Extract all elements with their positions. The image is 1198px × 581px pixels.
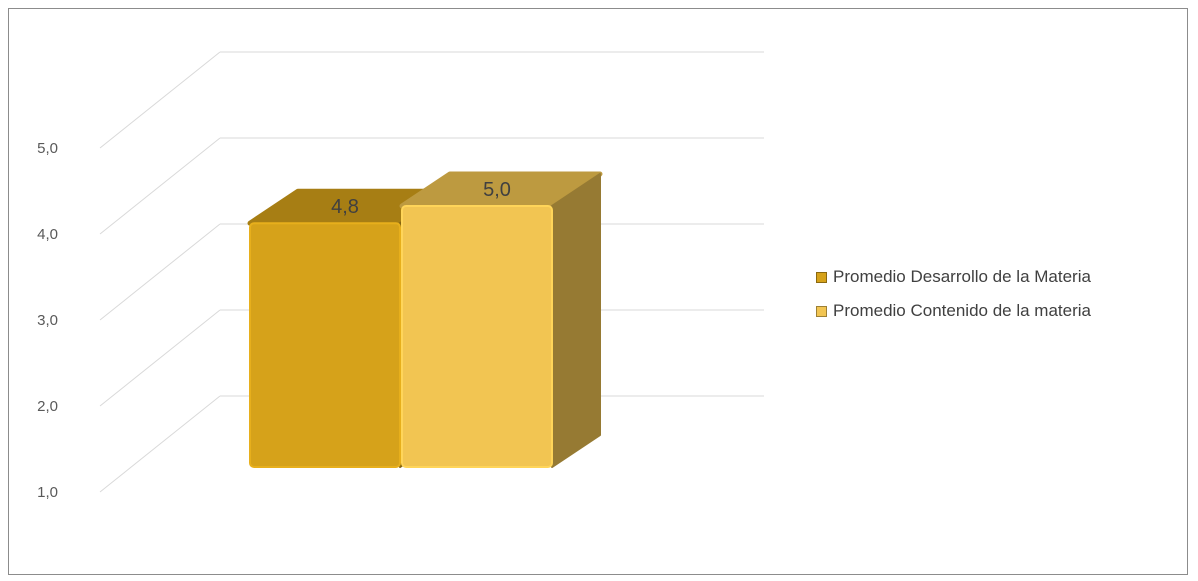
bar-front-1[interactable] — [401, 205, 553, 468]
y-tick-label-2: 3,0 — [37, 312, 58, 329]
bar-side-face-1 — [551, 173, 601, 468]
floor-gridline-2 — [99, 223, 221, 321]
floor-gridline-4 — [99, 51, 221, 149]
floor-gridline-1 — [99, 309, 221, 407]
bars — [247, 171, 603, 468]
y-tick-label-1: 2,0 — [37, 398, 58, 415]
legend-label-desarrollo: Promedio Desarrollo de la Materia — [833, 267, 1091, 286]
y-tick-label-4: 5,0 — [37, 140, 58, 157]
floor-gridline-0 — [99, 395, 221, 493]
y-axis-ticks: 1,0 2,0 3,0 4,0 5,0 — [37, 140, 58, 501]
data-label-1: 5,0 — [483, 179, 511, 201]
legend-swatch-desarrollo — [816, 271, 827, 283]
legend-swatch-contenido — [816, 305, 827, 317]
y-tick-label-3: 4,0 — [37, 226, 58, 243]
legend-item-desarrollo[interactable]: Promedio Desarrollo de la Materia — [816, 260, 1091, 294]
y-tick-label-0: 1,0 — [37, 484, 58, 501]
legend-label-contenido: Promedio Contenido de la materia — [833, 301, 1091, 320]
data-labels: 4,8 5,0 — [331, 179, 511, 218]
legend-item-contenido[interactable]: Promedio Contenido de la materia — [816, 294, 1091, 328]
bar-front-0[interactable] — [249, 222, 401, 468]
legend: Promedio Desarrollo de la Materia Promed… — [816, 260, 1091, 328]
floor-gridline-3 — [99, 137, 221, 235]
data-label-0: 4,8 — [331, 196, 359, 218]
